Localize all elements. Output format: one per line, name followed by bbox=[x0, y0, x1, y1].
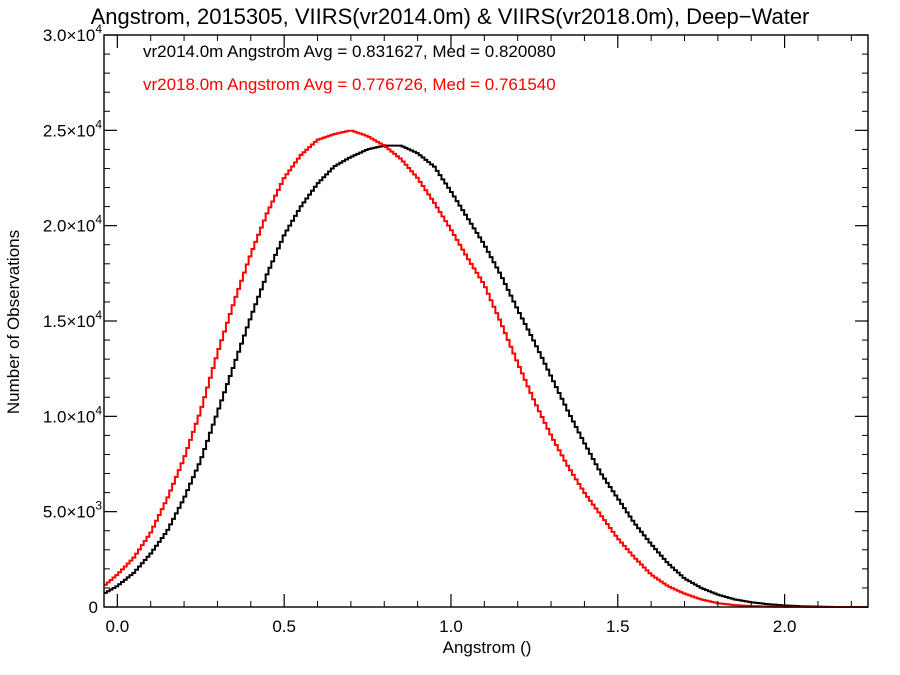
plot-frame bbox=[103, 34, 869, 608]
y-tick-label: 1.0×104 bbox=[43, 403, 102, 426]
y-tick-label: 1.5×104 bbox=[43, 308, 102, 331]
y-axis-label: Number of Observations bbox=[4, 229, 23, 415]
series-line-vr2018.0m bbox=[104, 129, 868, 608]
x-axis-label: Angstrom () bbox=[442, 638, 532, 657]
chart-title: Angstrom, 2015305, VIIRS(vr2014.0m) & VI… bbox=[90, 4, 810, 29]
x-tick-label: 0.0 bbox=[106, 617, 130, 636]
x-tick-label: 2.0 bbox=[773, 617, 797, 636]
legend-entry-vr2018: vr2018.0m Angstrom Avg = 0.776726, Med =… bbox=[143, 75, 556, 94]
y-tick-label: 2.5×104 bbox=[43, 117, 102, 140]
x-tick-label: 1.5 bbox=[606, 617, 630, 636]
legend-entry-vr2014: vr2014.0m Angstrom Avg = 0.831627, Med =… bbox=[143, 42, 556, 61]
x-tick-label: 1.0 bbox=[439, 617, 463, 636]
y-tick-label: 2.0×104 bbox=[43, 213, 102, 236]
tick-layer: 0.0 0.5 1.0 1.5 2.0 0 5.0×103 1.0×104 1.5×104 2.0… bbox=[43, 22, 868, 636]
series-layer bbox=[104, 129, 868, 608]
y-tick-label: 5.0×103 bbox=[43, 499, 102, 522]
y-tick-label: 3.0×104 bbox=[43, 22, 102, 45]
x-tick-label: 0.5 bbox=[272, 617, 296, 636]
series-line-vr2014.0m bbox=[104, 144, 868, 608]
y-tick-label: 0 bbox=[89, 598, 98, 617]
